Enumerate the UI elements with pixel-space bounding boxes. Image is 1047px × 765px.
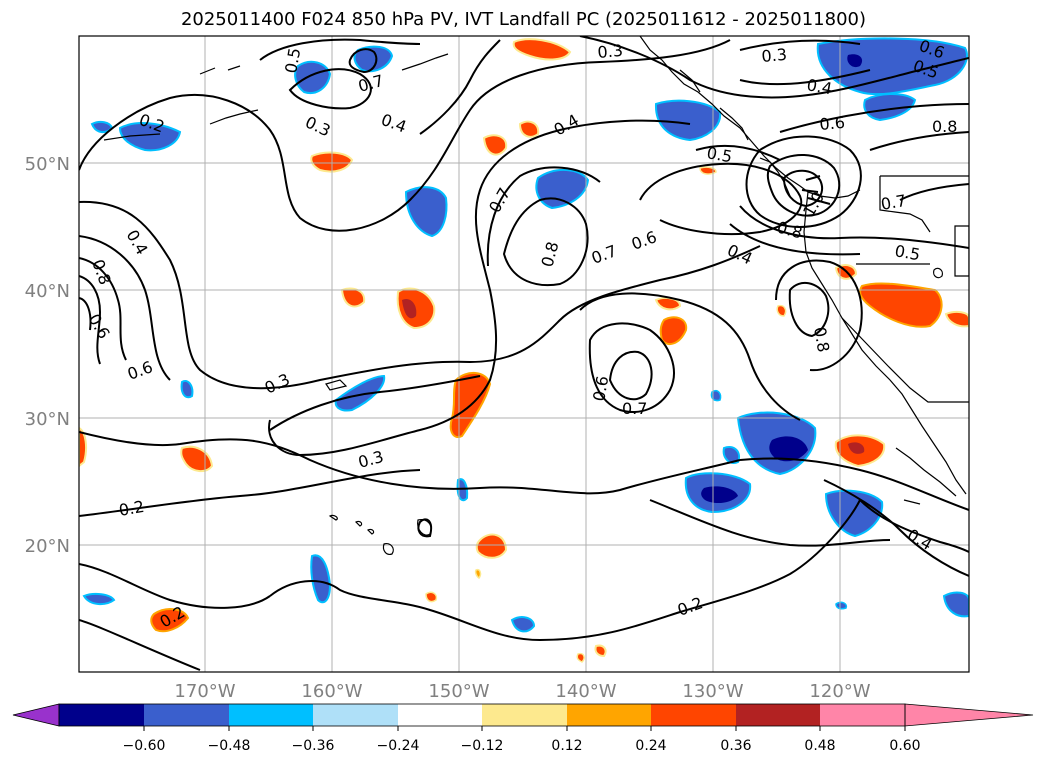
colorbar-segment [567,704,651,726]
lon-label: 150°W [428,681,489,702]
colorbar-segment [482,704,567,726]
colorbar-segment [736,704,820,726]
colorbar-tick-label: −0.36 [292,738,335,754]
colorbar-segment [229,704,313,726]
map-area: 0.3 0.3 0.6 0.5 0.4 0.4 0.8 0.6 0.2 0.3 … [79,36,969,672]
contour-label: 0.7 [622,399,647,418]
colorbar-tick-label: 0.60 [889,738,920,754]
lon-label: 140°W [555,681,616,702]
colorbar-tick-label: −0.12 [461,738,504,754]
lat-label: 20°N [25,536,70,557]
colorbar-segment [820,704,905,726]
colorbar-tick-label: −0.24 [377,738,420,754]
colorbar-extend-high [904,703,1034,727]
colorbar-tick-label: 0.24 [635,738,666,754]
colorbar-tick-label: 0.48 [804,738,835,754]
pv-positive-shading [79,38,969,663]
colorbar: −0.60 −0.48 −0.36 −0.24 −0.12 0.12 0.24 … [12,703,1034,754]
colorbar-segment [144,704,229,726]
lon-label: 170°W [174,681,235,702]
colorbar-extend-low [12,703,60,727]
contour-label: 0.5 [893,241,921,264]
lon-label: 130°W [682,681,743,702]
contour-label: 0.8 [932,117,957,136]
colorbar-tick-label: 0.12 [551,738,582,754]
contour-label: 0.7 [879,191,907,214]
lon-label: 160°W [301,681,362,702]
colorbar-segment [59,704,144,726]
pv-contours [79,36,969,671]
contour-label: 0.8 [810,325,833,353]
contour-label: 0.5 [281,46,304,74]
contour-label: 0.3 [761,45,788,66]
colorbar-tick-label: −0.60 [123,738,166,754]
lat-label: 30°N [25,409,70,430]
colorbar-tick-label: 0.36 [720,738,751,754]
colorbar-tick-label: −0.48 [208,738,251,754]
contour-label: 0.4 [805,75,833,98]
map-frame [78,35,970,673]
longitude-labels: 170°W 160°W 150°W 140°W 130°W 120°W [174,681,870,702]
colorbar-segment [398,704,482,726]
lon-label: 120°W [809,681,870,702]
contour-label: 0.6 [589,374,612,402]
map-title: 2025011400 F024 850 hPa PV, IVT Landfall… [180,9,867,30]
contour-label: 0.3 [597,41,624,62]
lat-label: 40°N [25,281,70,302]
contour-label: 0.6 [819,113,846,134]
pv-negative-shading [82,37,969,633]
contour-label: 0.2 [117,497,145,520]
colorbar-segment [651,704,736,726]
lat-label: 50°N [25,154,70,175]
contour-label: 0.5 [705,143,733,166]
colorbar-segment [313,704,398,726]
latitude-labels: 50°N 40°N 30°N 20°N [25,154,70,557]
